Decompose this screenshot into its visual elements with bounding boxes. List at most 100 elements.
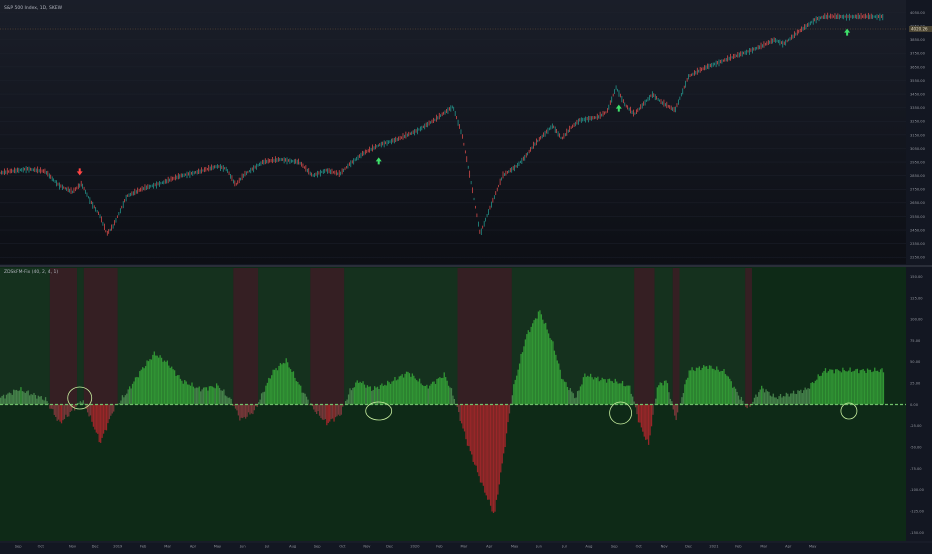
- indicator-bar: [805, 388, 806, 405]
- indicator-bar: [712, 369, 713, 405]
- indicator-bar: [425, 386, 426, 405]
- indicator-bar: [288, 367, 289, 404]
- indicator-bar: [504, 405, 505, 448]
- indicator-bar: [764, 392, 765, 404]
- indicator-bar: [676, 405, 677, 421]
- x-axis-tick-label: Apr: [190, 545, 197, 549]
- indicator-bar: [245, 405, 246, 419]
- indicator-bar: [883, 372, 884, 404]
- indicator-bar: [193, 387, 194, 405]
- indicator-bar: [791, 393, 792, 404]
- indicator-bar: [515, 380, 516, 405]
- indicator-bar: [293, 371, 294, 404]
- indicator-bar: [413, 376, 414, 405]
- indicator-bar: [767, 391, 768, 404]
- price-y-tick-label: 2350.00: [910, 242, 926, 246]
- indicator-bar: [762, 388, 763, 404]
- indicator-bar: [542, 320, 543, 405]
- price-y-tick-label: 2850.00: [910, 174, 926, 178]
- indicator-bar: [480, 405, 481, 483]
- bearish-regime-band: [233, 268, 258, 405]
- indicator-bar: [599, 381, 600, 404]
- indicator-bar: [336, 405, 337, 417]
- indicator-bar: [325, 405, 326, 420]
- indicator-bar: [104, 405, 105, 430]
- indicator-bar: [552, 341, 553, 404]
- indicator-bar: [757, 397, 758, 405]
- indicator-bar: [448, 386, 449, 405]
- indicator-bar: [62, 405, 63, 421]
- indicator-bar: [619, 383, 620, 404]
- indicator-bar: [35, 395, 36, 405]
- indicator-bar: [726, 376, 727, 405]
- indicator-bar: [454, 399, 455, 404]
- indicator-bar: [141, 370, 142, 405]
- indicator-bar: [423, 386, 424, 405]
- indicator-bar: [525, 339, 526, 404]
- indicator-bar: [707, 369, 708, 405]
- indicator-bar: [810, 383, 811, 404]
- indicator-bar: [783, 396, 784, 404]
- indicator-bar: [444, 372, 445, 404]
- indicator-bar: [809, 389, 810, 405]
- indicator-bar: [242, 405, 243, 419]
- indicator-bar: [238, 405, 239, 416]
- indicator-bar: [500, 405, 501, 473]
- indicator-bar: [642, 405, 643, 432]
- indicator-bar: [765, 389, 766, 404]
- bearish-regime-band: [50, 268, 77, 405]
- bearish-regime-band: [745, 268, 752, 405]
- x-axis-tick-label: Sep: [314, 545, 321, 549]
- indicator-bar: [519, 364, 520, 405]
- indicator-bar: [870, 370, 871, 405]
- indicator-bar: [567, 387, 568, 405]
- indicator-bar: [431, 384, 432, 405]
- indicator-bar: [16, 390, 17, 405]
- indicator-bar: [45, 397, 46, 404]
- x-axis-tick-label: Dec: [386, 545, 393, 549]
- indicator-bar: [367, 385, 368, 404]
- indicator-bar: [309, 405, 310, 406]
- indicator-bar: [286, 358, 287, 404]
- indicator-bar: [315, 405, 316, 412]
- indicator-bar: [522, 352, 523, 404]
- indicator-bar: [348, 394, 349, 404]
- price-y-tick-label: 3650.00: [910, 65, 926, 69]
- x-axis-tick-label: 2019: [113, 545, 123, 549]
- indicator-bar: [164, 361, 165, 405]
- indicator-bar: [487, 405, 488, 500]
- indicator-bar: [402, 374, 403, 404]
- indicator-bar: [818, 374, 819, 404]
- indicator-bar: [831, 370, 832, 405]
- x-axis-tick-label: Mar: [164, 545, 171, 549]
- indicator-bar: [429, 386, 430, 405]
- indicator-bar: [781, 397, 782, 404]
- indicator-bar: [162, 362, 163, 405]
- indicator-bar: [422, 385, 423, 404]
- indicator-bar: [157, 356, 158, 405]
- pane-separator[interactable]: [0, 265, 932, 267]
- indicator-bar: [10, 393, 11, 404]
- indicator-bar: [441, 378, 442, 404]
- indicator-bar: [132, 384, 133, 405]
- indicator-bar: [494, 405, 495, 512]
- indicator-bar: [597, 377, 598, 405]
- indicator-bar: [722, 371, 723, 405]
- indicator-bar: [451, 388, 452, 404]
- indicator-bar: [474, 405, 475, 465]
- indicator-bar: [319, 405, 320, 416]
- indicator-bar: [844, 370, 845, 404]
- indicator-bar: [338, 405, 339, 415]
- indicator-y-tick-label: -150.00: [910, 531, 925, 535]
- indicator-bar: [673, 405, 674, 410]
- indicator-bar: [6, 395, 7, 405]
- indicator-bar: [128, 389, 129, 404]
- indicator-bar: [270, 379, 271, 405]
- indicator-bar: [823, 371, 824, 404]
- indicator-bar: [388, 382, 389, 404]
- x-axis-tick-label: Oct: [636, 545, 643, 549]
- indicator-bar: [877, 371, 878, 405]
- indicator-bar: [503, 405, 504, 454]
- indicator-bar: [428, 388, 429, 404]
- indicator-bar: [67, 405, 68, 417]
